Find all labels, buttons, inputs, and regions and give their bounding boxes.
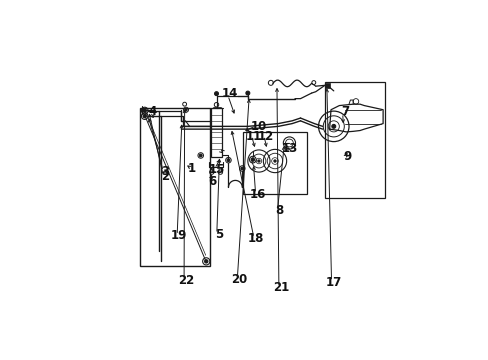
Text: 13: 13 bbox=[281, 142, 297, 155]
Text: 15: 15 bbox=[208, 163, 224, 176]
Text: 10: 10 bbox=[250, 120, 266, 133]
Bar bbox=[325, 82, 384, 198]
Text: 17: 17 bbox=[325, 276, 341, 289]
Circle shape bbox=[214, 92, 218, 96]
Circle shape bbox=[226, 159, 229, 162]
Circle shape bbox=[273, 160, 276, 162]
Circle shape bbox=[241, 167, 243, 170]
Text: 20: 20 bbox=[231, 273, 247, 286]
Circle shape bbox=[204, 260, 207, 263]
Circle shape bbox=[184, 109, 187, 111]
Text: 11: 11 bbox=[245, 130, 261, 143]
Text: 21: 21 bbox=[272, 281, 288, 294]
Text: 12: 12 bbox=[258, 130, 274, 143]
Text: 14: 14 bbox=[221, 87, 238, 100]
Text: 19: 19 bbox=[171, 229, 187, 242]
Text: 1: 1 bbox=[187, 162, 195, 175]
Bar bbox=[243, 132, 306, 194]
Text: 9: 9 bbox=[343, 150, 351, 163]
Circle shape bbox=[331, 125, 335, 128]
Text: 8: 8 bbox=[275, 204, 283, 217]
Circle shape bbox=[257, 160, 260, 162]
Text: 6: 6 bbox=[208, 175, 216, 188]
Text: 3: 3 bbox=[161, 165, 169, 178]
Bar bbox=[140, 108, 210, 266]
Text: 22: 22 bbox=[178, 274, 194, 287]
Text: 2: 2 bbox=[161, 170, 169, 183]
Circle shape bbox=[245, 91, 249, 95]
Circle shape bbox=[143, 109, 146, 112]
Text: 4: 4 bbox=[149, 105, 157, 118]
Text: 18: 18 bbox=[247, 232, 264, 245]
Circle shape bbox=[199, 154, 202, 157]
Bar bbox=[211, 108, 222, 157]
Text: 16: 16 bbox=[249, 188, 265, 201]
Circle shape bbox=[251, 158, 254, 161]
Text: 5: 5 bbox=[214, 228, 223, 241]
Bar bbox=[324, 82, 329, 87]
Circle shape bbox=[143, 114, 146, 118]
Text: 7: 7 bbox=[340, 105, 348, 118]
